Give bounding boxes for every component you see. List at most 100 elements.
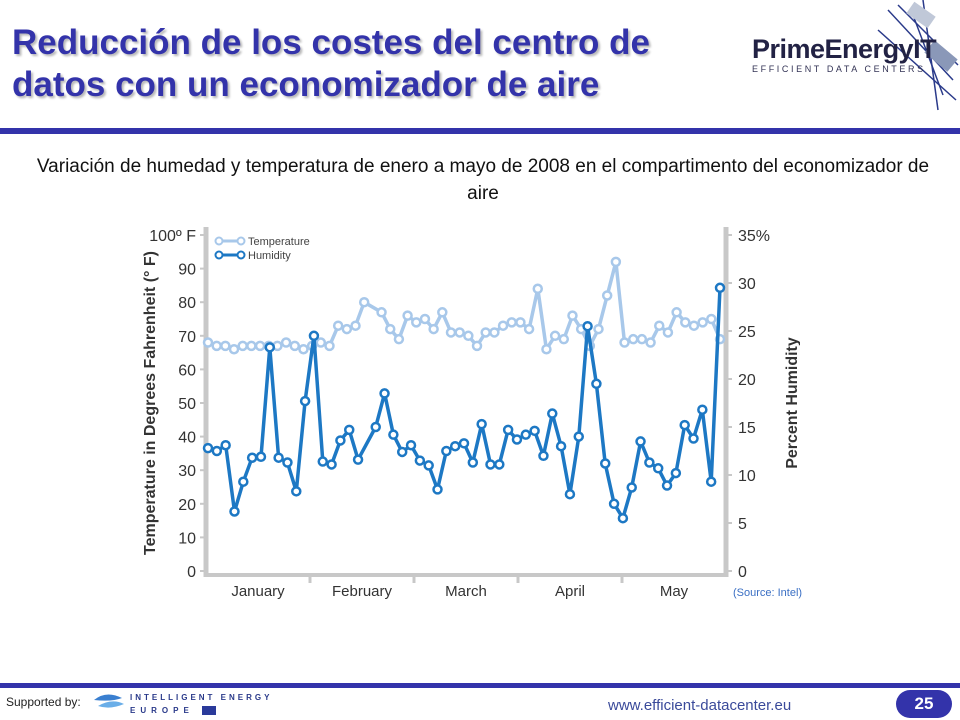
data-point-humidity [476, 418, 487, 430]
data-point-temperature [471, 340, 483, 352]
data-point-humidity [644, 457, 655, 468]
data-point-temperature [332, 320, 344, 331]
left-axis-title: Temperature in Degrees Fahrenheit (° F) [142, 251, 159, 555]
data-point-temperature [315, 337, 327, 348]
left-tick-label: 40 [178, 430, 196, 447]
left-tick-label: 50 [178, 396, 196, 413]
data-point-temperature [541, 343, 552, 355]
data-point-temperature [228, 343, 240, 355]
data-point-temperature [549, 330, 561, 342]
data-point-humidity [396, 446, 408, 458]
header-divider [0, 128, 960, 134]
data-point-humidity [485, 459, 496, 470]
left-tick-label: 90 [178, 262, 196, 279]
sponsor-line2: EUROPE [130, 706, 194, 715]
data-point-temperature [567, 310, 578, 321]
legend-marker-temperature [214, 236, 224, 246]
data-point-temperature [601, 290, 613, 301]
data-point-temperature [341, 323, 353, 335]
humidity-temperature-chart: 0 10 20 30 40 50 60 70 80 90 100º F 0 5 10 15 20 25 30 35%… [142, 227, 800, 600]
data-point-humidity [255, 451, 267, 463]
swoosh-icon [94, 694, 122, 701]
data-point-temperature [506, 317, 517, 328]
data-point-humidity [326, 459, 337, 470]
left-tick-label: 60 [178, 362, 196, 379]
legend-marker-end-humidity [236, 250, 246, 260]
left-tick-label: 0 [187, 564, 196, 581]
x-category-label: May [660, 583, 689, 600]
data-point-humidity [502, 424, 514, 436]
data-point-humidity [679, 419, 690, 431]
data-point-temperature [454, 327, 465, 338]
data-point-temperature [593, 323, 604, 335]
logo-graphic [877, 0, 959, 111]
data-point-humidity [414, 455, 426, 466]
data-point-temperature [202, 337, 214, 348]
data-point-humidity [379, 388, 390, 399]
left-tick-label: 30 [178, 463, 196, 480]
logo-name: PrimeEnergyIT [752, 34, 937, 64]
data-point-temperature [489, 327, 500, 338]
data-point-humidity [599, 458, 611, 469]
data-point-humidity [688, 433, 699, 444]
intelligent-energy-europe-logo: INTELLIGENT ENERGY EUROPE [94, 693, 272, 715]
slide-title: Reducción de los costes del centro de da… [12, 23, 650, 104]
left-tick-label: 100º F [149, 228, 196, 245]
data-point-humidity [282, 457, 293, 468]
data-point-temperature [697, 317, 708, 328]
data-point-temperature [220, 340, 231, 352]
data-point-humidity [617, 512, 629, 524]
footer-url[interactable]: www.efficient-datacenter.eu [608, 697, 792, 714]
data-point-temperature [324, 340, 335, 352]
data-point-temperature [610, 256, 622, 268]
data-point-temperature [523, 323, 535, 335]
data-point-temperature [619, 337, 630, 348]
data-point-humidity [370, 421, 381, 433]
data-point-temperature [497, 320, 509, 331]
data-point-temperature [558, 333, 570, 345]
right-tick-label: 5 [738, 516, 747, 533]
data-point-humidity [238, 476, 249, 487]
data-point-temperature [419, 313, 431, 325]
data-point-temperature [358, 296, 370, 308]
data-point-temperature [384, 323, 396, 335]
data-point-humidity [511, 434, 523, 445]
left-tick-label: 10 [178, 530, 196, 547]
data-point-humidity [352, 454, 364, 465]
legend-marker-end-temperature [236, 236, 246, 246]
data-point-temperature [515, 317, 526, 328]
data-point-humidity [564, 488, 576, 500]
legend-label: Humidity [248, 250, 291, 262]
data-point-humidity [220, 439, 231, 451]
data-point-humidity [264, 342, 276, 353]
data-point-temperature [706, 313, 717, 325]
primeenergyit-logo: PrimeEnergyIT EFFICIENT DATA CENTERS [738, 0, 960, 130]
data-point-temperature [437, 307, 448, 318]
data-point-humidity [538, 450, 549, 462]
data-point-humidity [449, 440, 461, 452]
data-point-humidity [291, 486, 302, 497]
left-tick-label: 20 [178, 497, 196, 514]
data-point-humidity [211, 445, 223, 457]
series-line-humidity [207, 287, 722, 520]
data-point-temperature [411, 317, 422, 328]
data-point-temperature [237, 340, 248, 352]
data-point-humidity [652, 463, 664, 474]
right-axis-title: Percent Humidity [784, 337, 800, 469]
data-point-humidity [520, 429, 532, 440]
footer-divider [0, 683, 960, 688]
data-point-temperature [246, 340, 257, 352]
data-point-temperature [350, 320, 361, 331]
data-point-humidity [405, 439, 417, 451]
data-point-humidity [670, 467, 682, 479]
x-category-label: February [332, 583, 393, 600]
data-point-temperature [662, 327, 674, 338]
page-number: 25 [896, 690, 952, 718]
data-point-humidity [343, 424, 355, 436]
data-point-temperature [393, 333, 405, 345]
logo-tagline: EFFICIENT DATA CENTERS [752, 64, 926, 74]
eu-flag-icon [202, 706, 216, 715]
right-tick-label: 0 [738, 564, 747, 581]
sponsor-line1: INTELLIGENT ENERGY [130, 693, 272, 702]
data-point-humidity [273, 452, 284, 463]
